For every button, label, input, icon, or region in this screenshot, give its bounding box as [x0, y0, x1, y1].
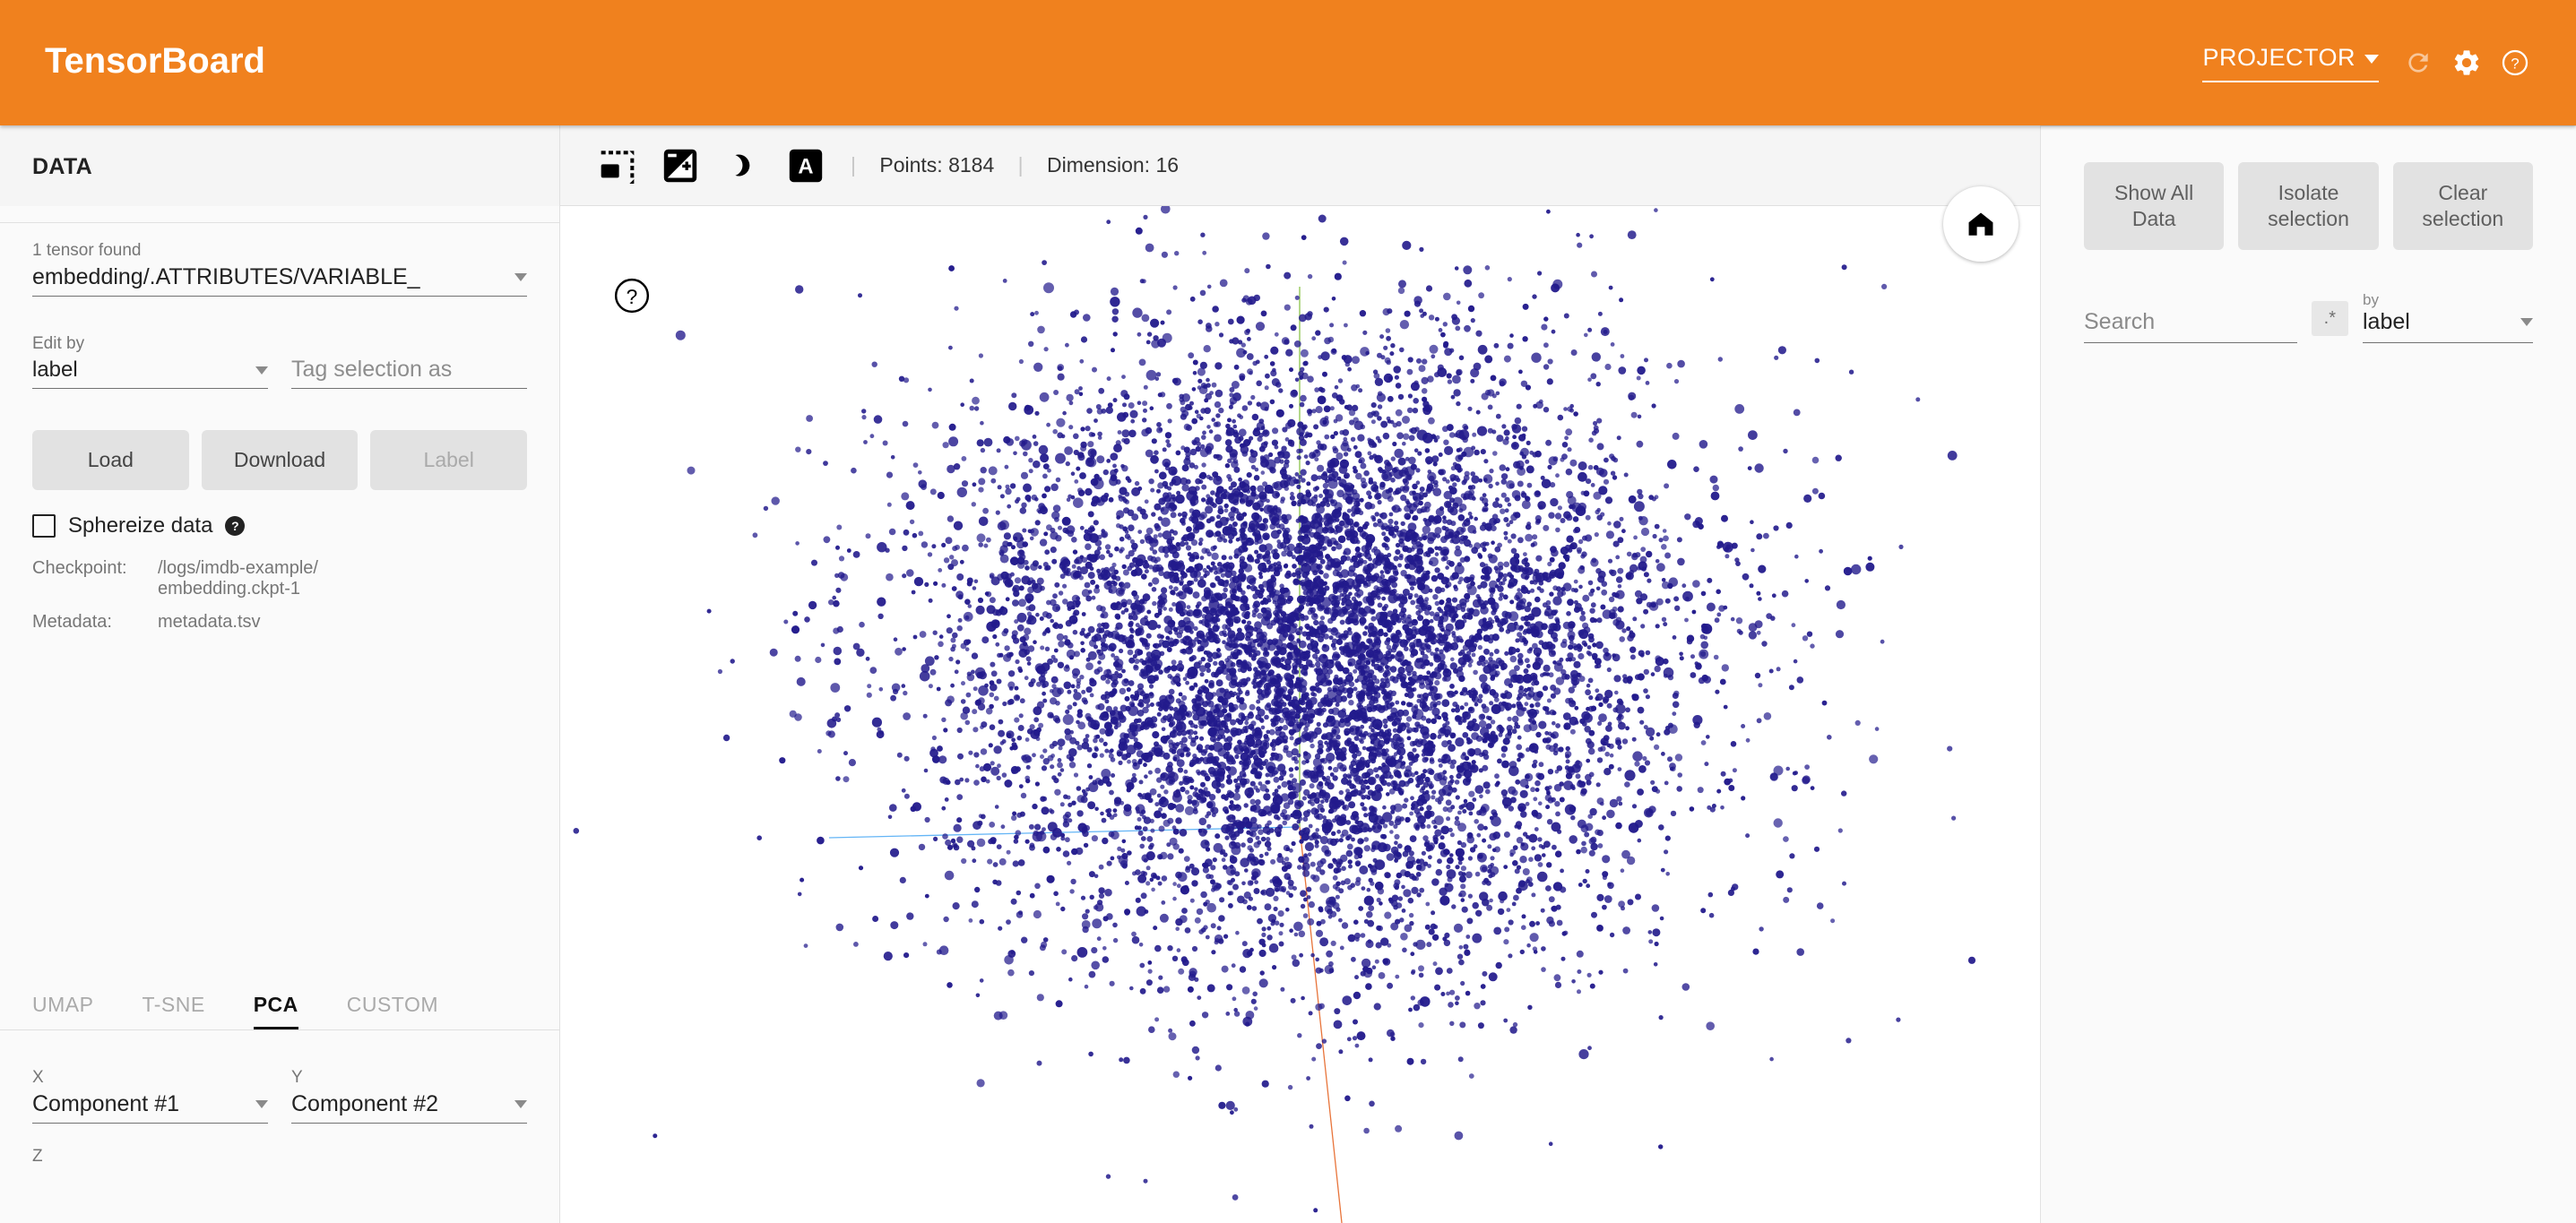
svg-text:A: A [798, 154, 813, 178]
svg-text:?: ? [2511, 55, 2519, 72]
